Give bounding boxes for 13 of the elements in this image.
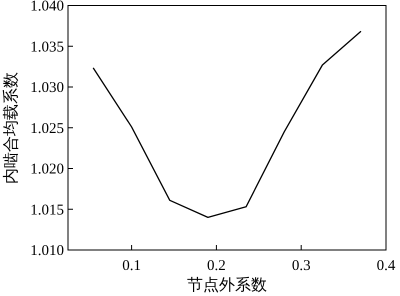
y-tick-label: 1.025 bbox=[30, 120, 64, 137]
y-tick-label: 1.035 bbox=[30, 39, 64, 56]
x-tick-label: 0.1 bbox=[122, 258, 141, 274]
x-tick-label: 0.3 bbox=[292, 258, 311, 274]
y-axis-title: 内啮合均载系数 bbox=[2, 72, 20, 184]
x-axis-title: 节点外系数 bbox=[187, 276, 267, 294]
y-tick-label: 1.015 bbox=[30, 202, 64, 218]
x-tick-label: 0.2 bbox=[207, 258, 226, 274]
y-tick-label: 1.030 bbox=[30, 80, 64, 96]
y-tick-label: 1.010 bbox=[30, 243, 64, 259]
y-tick-label: 1.020 bbox=[30, 162, 64, 178]
x-tick-label: 0.4 bbox=[376, 258, 396, 274]
y-tick-label: 1.040 bbox=[30, 0, 64, 14]
